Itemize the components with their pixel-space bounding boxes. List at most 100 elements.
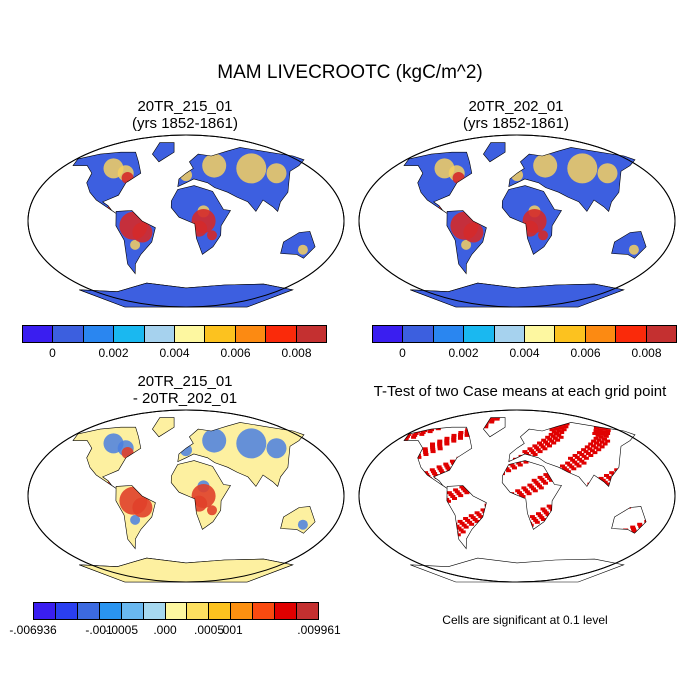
significant-cell — [598, 435, 604, 439]
colorbar-3-tick-label: .0005 — [193, 623, 225, 637]
colorbar-3-swatch — [297, 603, 318, 619]
map-panel-4 — [358, 409, 676, 583]
field-patch — [207, 230, 217, 241]
panel-2-title: 20TR_202_01 (yrs 1852-1861) — [356, 98, 676, 132]
significant-cell — [520, 495, 526, 498]
colorbar-2-tick-label: 0.002 — [448, 346, 479, 360]
coastline-australia — [611, 506, 647, 534]
significant-cell — [529, 449, 535, 453]
colorbar-panel-3-ticks: -.006936 -.001 -.0005 .000 .0005.001 .009961 — [9, 623, 340, 639]
field-patch — [236, 153, 267, 184]
significant-cell — [464, 430, 470, 434]
significant-cell — [444, 464, 450, 468]
colorbar-1-swatch — [23, 326, 54, 342]
panel-3-title: 20TR_215_01 - 20TR_202_01 — [25, 373, 345, 407]
significant-cell — [581, 454, 587, 458]
coastline-south-america — [115, 210, 156, 275]
colorbar-2-swatch — [585, 326, 617, 342]
significant-cell — [542, 509, 548, 513]
significant-cell — [543, 440, 549, 444]
field-patch — [130, 514, 141, 525]
significant-cell — [597, 428, 603, 432]
field-patch — [202, 428, 227, 453]
significant-cell — [450, 495, 456, 498]
coastline-greenland — [152, 142, 175, 163]
significant-cell — [461, 523, 467, 527]
significant-cell — [644, 519, 647, 523]
significant-cell — [458, 432, 464, 436]
coastline-north-america — [403, 151, 473, 214]
significant-cell — [588, 442, 594, 446]
significant-cell — [478, 515, 484, 519]
significant-cell — [596, 443, 602, 447]
significant-cell — [560, 464, 565, 468]
significant-cell — [535, 482, 541, 486]
significant-cell — [565, 470, 571, 474]
colorbar-2-swatch — [494, 326, 526, 342]
significant-cell — [468, 514, 474, 518]
significant-cell — [462, 489, 468, 493]
significant-cell — [572, 454, 578, 457]
colorbar-1-tick-label: 0.006 — [220, 346, 251, 360]
significant-cell — [599, 417, 605, 421]
significant-cell — [602, 480, 608, 484]
significant-cell — [597, 418, 603, 422]
significant-cell — [404, 436, 409, 440]
colorbar-2-tick-label: 0.004 — [509, 346, 540, 360]
significant-cell — [543, 473, 549, 477]
coastline-africa — [501, 185, 562, 255]
significant-cell — [649, 545, 654, 548]
colorbar-1-swatch — [296, 326, 327, 342]
significant-cell — [591, 417, 597, 420]
significant-cell — [559, 426, 564, 430]
significant-cell — [423, 453, 429, 456]
significant-cell — [599, 440, 605, 444]
coastline-africa — [170, 460, 231, 530]
significant-cell — [601, 430, 607, 434]
significant-cell — [546, 504, 552, 508]
significant-cell — [552, 436, 558, 440]
colorbar-1-swatch — [144, 326, 176, 342]
significant-cell — [569, 465, 575, 469]
figure-title: MAM LIVECROOTC (kgC/m^2) — [217, 62, 483, 83]
colorbar-2-swatch — [555, 326, 586, 342]
colorbar-3-swatch — [143, 603, 166, 619]
colorbar-3-tick-label: .001 — [219, 623, 243, 637]
significant-cell — [448, 493, 454, 497]
significant-cell — [437, 467, 443, 471]
significant-cell — [602, 420, 608, 424]
significant-cell — [451, 435, 457, 439]
colorbar-2-tick-label: 0.008 — [631, 346, 662, 360]
coastline-europe-asia — [177, 422, 305, 487]
significant-cell — [642, 440, 647, 444]
significant-cell — [545, 513, 551, 517]
significant-cell — [524, 452, 529, 455]
panel-3-title-line2: - 20TR_202_01 — [132, 390, 238, 407]
significant-cell — [530, 451, 536, 455]
significant-cell — [537, 450, 543, 454]
significant-cell — [600, 478, 606, 482]
significant-cell — [537, 514, 543, 518]
significant-cell — [522, 450, 528, 454]
panel-4-title-line1: T-Test of two Case means at each grid po… — [373, 383, 667, 400]
coastline-north-america — [72, 151, 142, 214]
significant-cell — [593, 446, 599, 450]
significant-cell — [523, 488, 529, 492]
coastline-north-america — [72, 426, 142, 489]
significant-cell — [412, 433, 418, 437]
significant-cell — [446, 499, 451, 503]
significant-cell — [589, 449, 595, 453]
significant-cell — [535, 448, 541, 452]
significant-cell — [570, 458, 576, 462]
significant-cell — [459, 485, 465, 489]
significant-cell — [474, 519, 480, 523]
coastline-south-america — [446, 485, 487, 550]
significant-cell — [550, 434, 556, 438]
colorbar-panel-1-ticks: 0 0.002 0.004 0.006 0.008 — [22, 346, 327, 362]
field-patch — [266, 438, 287, 459]
colorbar-3-tick-label: -.0005 — [103, 623, 139, 637]
significant-cell — [446, 491, 452, 495]
significant-cell — [593, 436, 599, 440]
significant-cell — [527, 483, 533, 487]
map-panel-1 — [27, 134, 345, 308]
